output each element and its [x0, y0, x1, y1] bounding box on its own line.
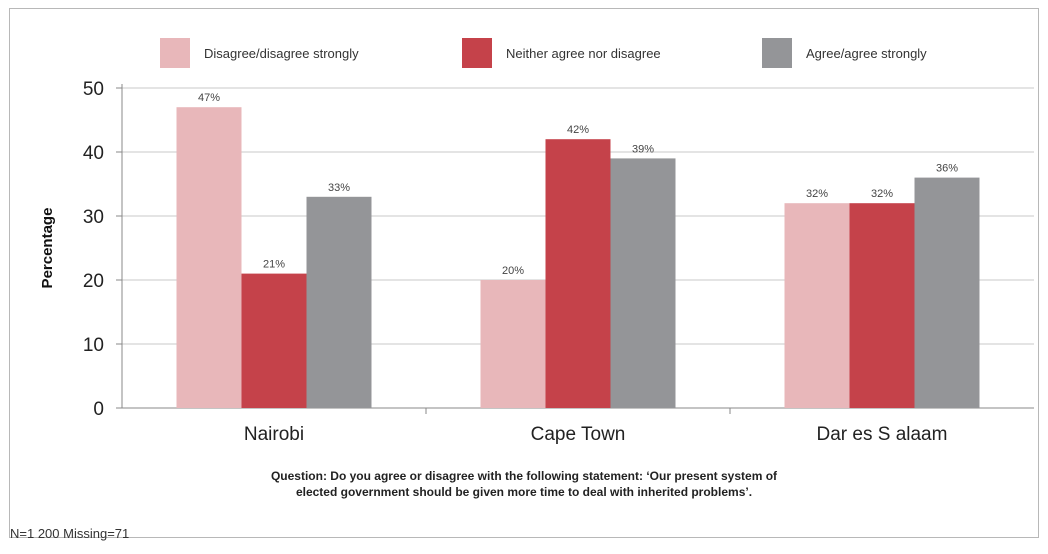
y-tick-label: 50: [83, 79, 104, 100]
bar: [784, 203, 850, 408]
bar: [914, 177, 980, 408]
data-label: 36%: [936, 163, 958, 175]
data-label: 20%: [502, 265, 524, 277]
y-tick-label: 30: [83, 207, 104, 228]
data-label: 33%: [328, 182, 350, 194]
y-tick-label: 0: [93, 399, 104, 420]
x-tick-label: Dar es S alaam: [817, 424, 948, 445]
x-tick-label: Cape Town: [531, 424, 626, 445]
legend-swatch: [160, 38, 190, 68]
legend-label: Agree/agree strongly: [806, 46, 927, 61]
bar: [610, 158, 676, 408]
y-axis-label: Percentage: [39, 208, 56, 289]
sample-note: N=1 200 Missing=71: [10, 526, 130, 541]
legend-label: Disagree/disagree strongly: [204, 46, 359, 61]
data-label: 47%: [198, 92, 220, 104]
bar: [545, 139, 611, 408]
question-line-2: elected government should be given more …: [295, 485, 753, 499]
data-label: 39%: [632, 143, 654, 155]
data-label: 32%: [806, 188, 828, 200]
question-text: Question: Do you agree or disagree with …: [0, 468, 1048, 500]
chart-frame: [9, 8, 1039, 538]
data-label: 32%: [871, 188, 893, 200]
x-tick-label: Nairobi: [244, 424, 304, 445]
y-tick-label: 10: [83, 335, 104, 356]
bar: [241, 273, 307, 408]
bar: [306, 196, 372, 408]
legend-swatch: [462, 38, 492, 68]
bar: [480, 280, 546, 408]
data-label: 21%: [263, 259, 285, 271]
bar: [849, 203, 915, 408]
bar: [176, 107, 242, 408]
legend-label: Neither agree nor disagree: [506, 46, 661, 61]
y-tick-label: 40: [83, 143, 104, 164]
data-label: 42%: [567, 124, 589, 136]
question-line-1: Question: Do you agree or disagree with …: [270, 469, 778, 483]
legend-swatch: [762, 38, 792, 68]
y-tick-label: 20: [83, 271, 104, 292]
